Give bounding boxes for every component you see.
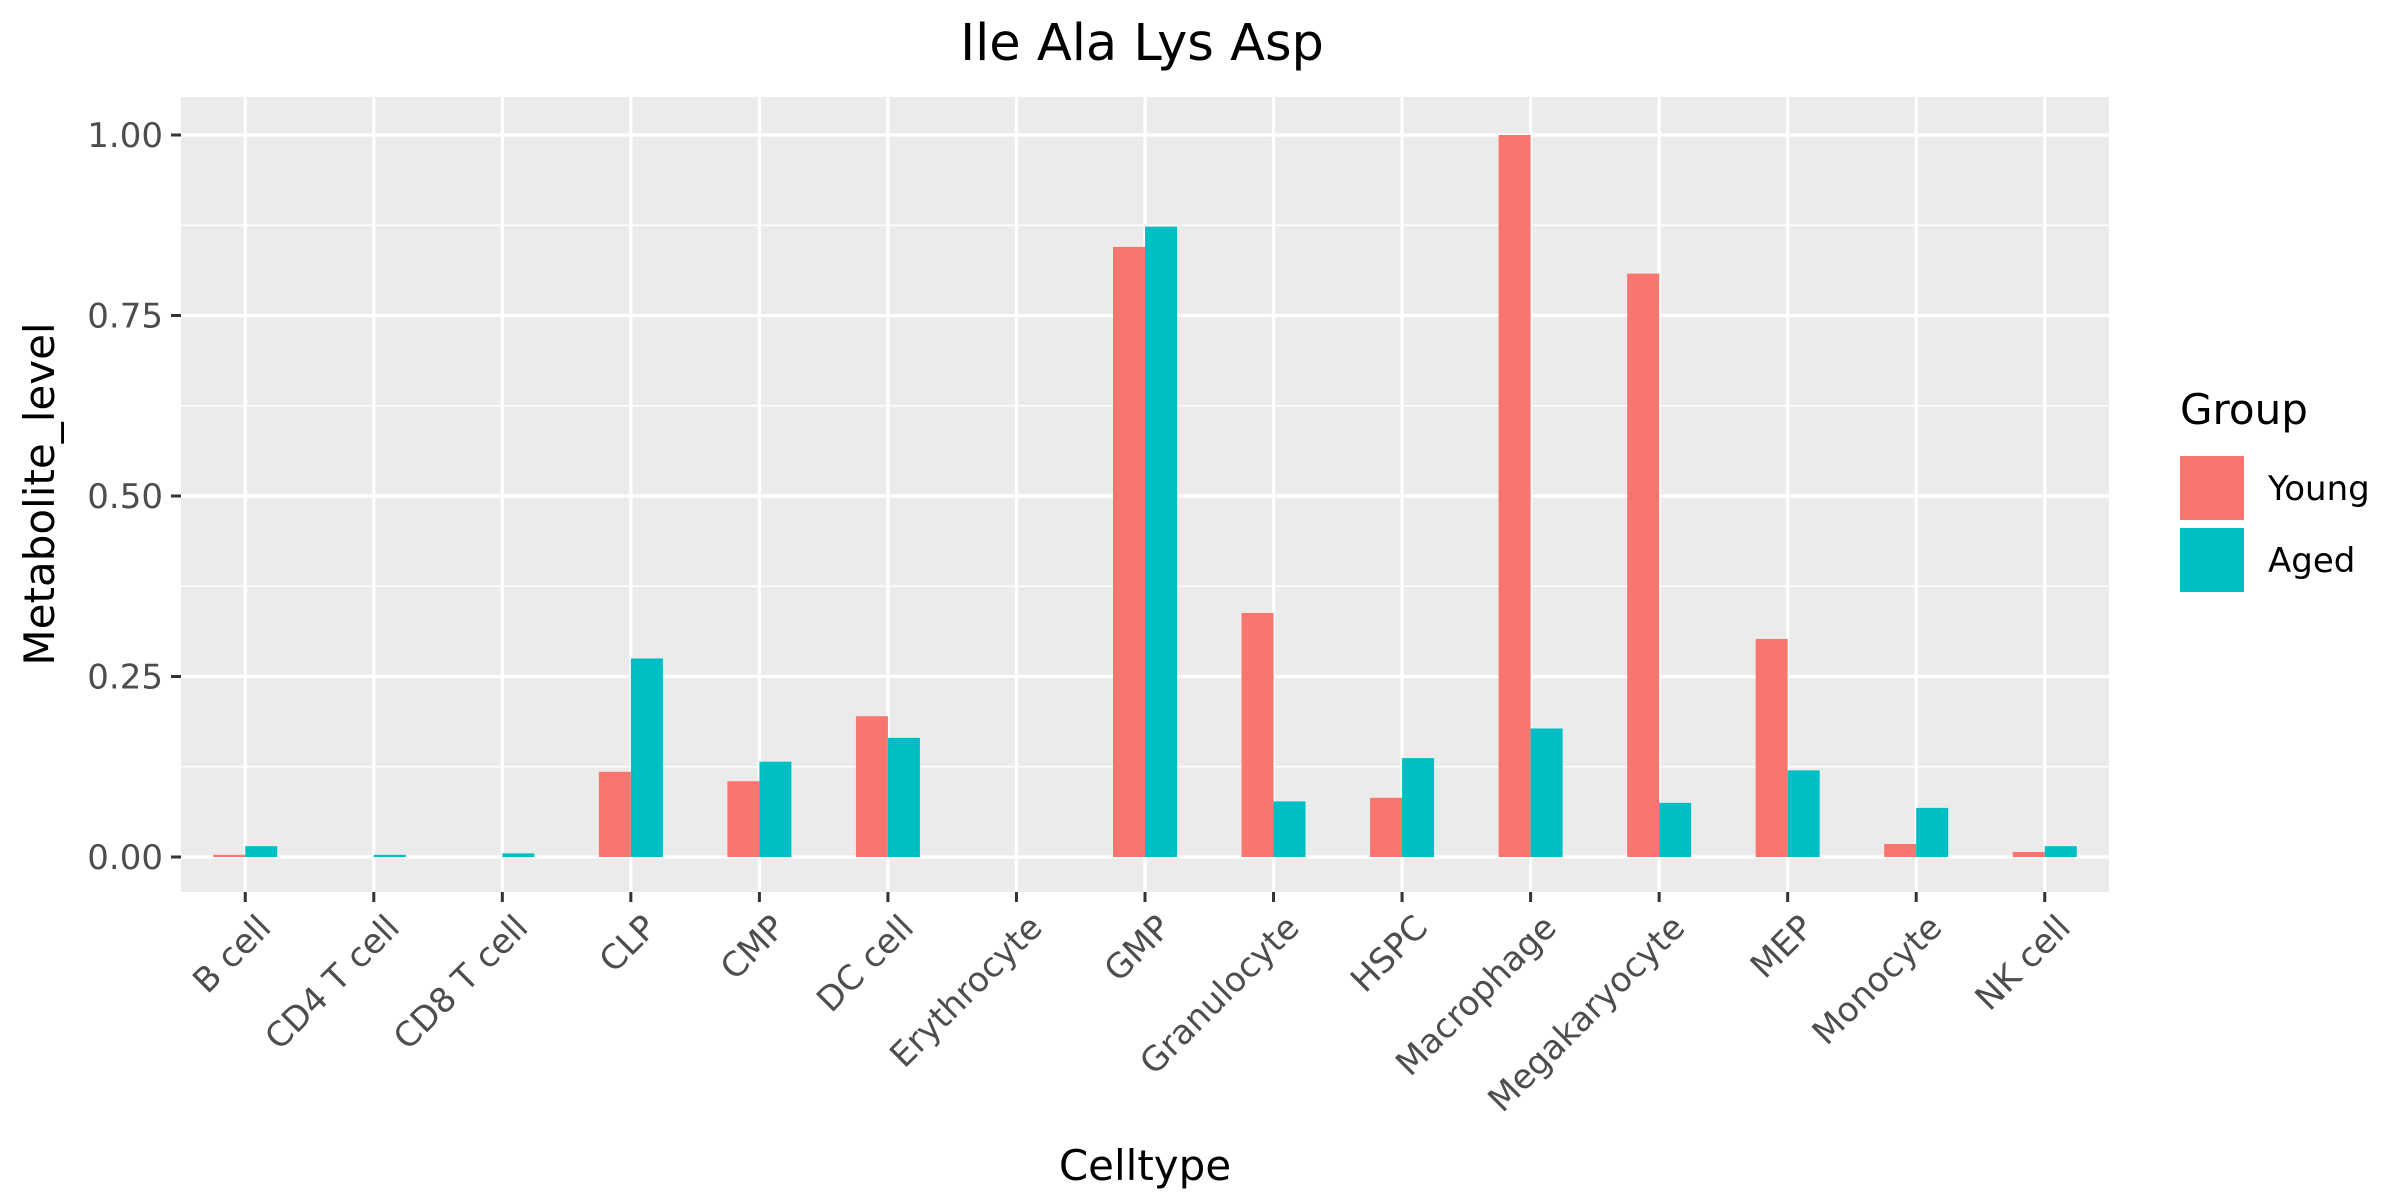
y-tick-label: 0.75 [87, 297, 163, 337]
y-tick-label: 0.50 [87, 477, 163, 517]
bar-young [1755, 638, 1788, 857]
x-tick-label: CMP [713, 908, 793, 988]
bar-young [1370, 797, 1403, 857]
bar-young [2012, 851, 2045, 857]
bar-young [727, 781, 760, 857]
bar-aged [887, 737, 920, 857]
x-tick-label: CD4 T cell [257, 908, 407, 1058]
y-axis-title: Metabolite_level [15, 322, 64, 665]
bar-aged [1530, 728, 1563, 857]
bar-young [1627, 273, 1660, 857]
bar-young [855, 716, 888, 857]
bar-aged [245, 846, 278, 857]
bar-aged [1273, 801, 1306, 857]
bars [213, 135, 2077, 858]
x-tick-label: Monocyte [1805, 908, 1950, 1053]
legend: Group Young Aged [2180, 385, 2370, 592]
bar-aged [502, 853, 535, 857]
bar-aged [759, 761, 792, 857]
legend-key-aged [2180, 528, 2244, 592]
bar-aged [630, 658, 663, 857]
x-tick-label: CLP [592, 908, 665, 981]
legend-title: Group [2180, 385, 2308, 434]
bar-young [1884, 844, 1917, 857]
y-tick-label: 0.25 [87, 658, 163, 698]
bar-young [598, 771, 631, 857]
legend-key-young [2180, 456, 2244, 520]
x-tick-label: NK cell [1968, 908, 2079, 1019]
bar-aged [2044, 846, 2077, 857]
bar-aged [373, 854, 406, 857]
y-axis: 0.00 0.25 0.50 0.75 1.00 [87, 116, 181, 878]
y-tick-label: 0.00 [87, 838, 163, 878]
bar-aged [1787, 770, 1820, 857]
bar-aged [1916, 807, 1949, 857]
bar-young [1498, 135, 1531, 857]
x-tick-label: GMP [1097, 908, 1179, 990]
x-tick-label: CD8 T cell [386, 908, 536, 1058]
bar-young [1241, 612, 1274, 857]
legend-label-aged: Aged [2268, 541, 2355, 581]
legend-label-young: Young [2267, 469, 2370, 509]
x-tick-label: DC cell [809, 908, 922, 1021]
bar-young [213, 854, 246, 857]
chart-title: Ile Ala Lys Asp [960, 14, 1324, 73]
bar-aged [1659, 802, 1692, 857]
bar-young [1113, 246, 1145, 857]
x-tick-label: B cell [185, 908, 279, 1002]
y-tick-label: 1.00 [87, 116, 163, 156]
x-tick-label: MEP [1743, 908, 1822, 987]
bar-aged [1402, 758, 1435, 857]
x-axis-title: Celltype [1059, 1141, 1231, 1190]
bar-aged [1145, 226, 1177, 858]
x-tick-label: HSPC [1343, 908, 1436, 1001]
